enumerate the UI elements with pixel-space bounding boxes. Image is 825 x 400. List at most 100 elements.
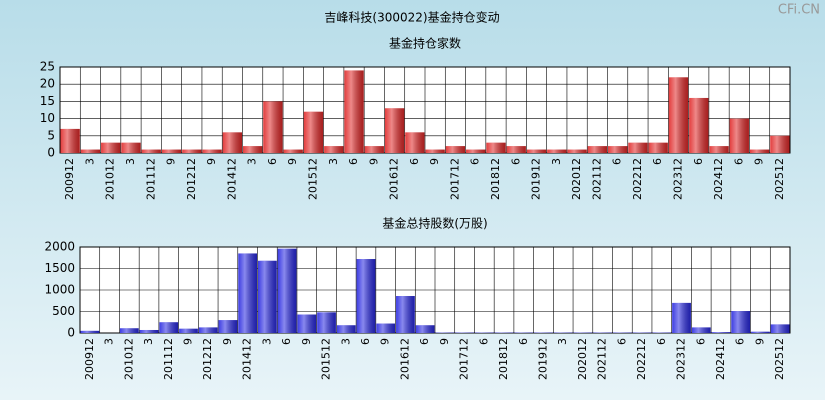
x-tick-label: 9: [286, 158, 299, 165]
x-tick-label: 6: [477, 338, 490, 345]
chart-title: 基金总持股数(万股): [382, 216, 487, 231]
bar-shade: [608, 146, 628, 153]
bar-shade: [238, 253, 257, 333]
bar-shade: [198, 327, 218, 333]
x-tick-label: 201912: [536, 338, 549, 380]
x-tick-label: 6: [418, 338, 431, 345]
bar-shade: [80, 330, 100, 333]
bar-shade: [396, 296, 415, 333]
x-tick-label: 202512: [773, 158, 786, 200]
x-tick-label: 6: [347, 158, 360, 165]
bar-shade: [202, 149, 222, 153]
y-tick-label: 2000: [44, 240, 75, 254]
bar-shade: [303, 111, 324, 153]
x-tick-label: 6: [509, 158, 522, 165]
x-tick-label: 201412: [241, 338, 254, 380]
bar-shade: [336, 325, 356, 333]
x-tick-label: 200912: [63, 158, 76, 200]
x-tick-label: 9: [205, 158, 218, 165]
x-tick-label: 6: [734, 338, 747, 345]
bar-shade: [729, 118, 749, 153]
x-tick-label: 6: [280, 338, 293, 345]
bar-shade: [258, 260, 277, 333]
page-title: 吉峰科技(300022)基金持仓变动: [324, 10, 499, 25]
bar-shade: [243, 146, 263, 153]
chart-title: 基金持仓家数: [389, 36, 461, 51]
x-tick-label: 202412: [714, 338, 727, 380]
bar-shade: [751, 331, 770, 333]
x-tick-label: 201212: [185, 158, 198, 200]
bar-shade: [567, 149, 587, 153]
x-tick-label: 6: [651, 158, 664, 165]
x-tick-label: 9: [428, 158, 441, 165]
bar-shade: [60, 128, 80, 153]
bar-shade: [101, 142, 121, 153]
bar-shade: [222, 132, 242, 153]
x-tick-label: 6: [732, 158, 745, 165]
x-tick-label: 9: [753, 338, 766, 345]
bar-shade: [689, 97, 709, 153]
bar-shade: [364, 146, 384, 153]
x-tick-label: 201612: [388, 158, 401, 200]
bar-shade: [356, 259, 376, 333]
x-tick-label: 9: [379, 338, 392, 345]
bar-shade: [376, 323, 396, 333]
bar-shade: [672, 302, 691, 333]
x-tick-label: 9: [367, 158, 380, 165]
x-tick-label: 3: [556, 338, 569, 345]
y-tick-label: 0: [67, 326, 75, 340]
x-tick-label: 3: [339, 338, 352, 345]
bar-shade: [324, 146, 344, 153]
bar-shade: [161, 149, 182, 153]
bar-shade: [317, 312, 336, 333]
y-tick-label: 0: [47, 146, 55, 160]
bar-shade: [159, 322, 179, 333]
y-tick-label: 500: [52, 304, 75, 318]
x-tick-label: 202512: [773, 338, 786, 380]
y-tick-label: 1000: [44, 283, 75, 297]
x-tick-label: 3: [327, 158, 340, 165]
x-tick-label: 201512: [306, 158, 319, 200]
bar-shade: [770, 324, 790, 333]
bar-shade: [749, 149, 770, 153]
x-tick-label: 202112: [596, 338, 609, 380]
x-tick-label: 201012: [104, 158, 117, 200]
bar-shade: [405, 132, 425, 153]
x-tick-label: 3: [142, 338, 155, 345]
x-tick-label: 201812: [489, 158, 502, 200]
x-tick-label: 6: [469, 158, 482, 165]
bar-shade: [344, 70, 364, 153]
bar-shade: [182, 149, 202, 153]
bar-shade: [466, 149, 486, 153]
x-tick-label: 9: [165, 158, 178, 165]
x-tick-label: 6: [408, 158, 421, 165]
x-tick-label: 3: [246, 158, 259, 165]
x-tick-label: 6: [694, 338, 707, 345]
y-tick-label: 1500: [44, 261, 75, 275]
bar-shade: [691, 327, 711, 333]
x-tick-label: 6: [517, 338, 530, 345]
x-tick-label: 6: [266, 158, 279, 165]
bar-shade: [770, 135, 790, 153]
bar-shade: [218, 320, 238, 333]
y-tick-label: 20: [40, 77, 55, 91]
bar-shade: [139, 329, 159, 333]
bar-shade: [80, 149, 101, 153]
bar-shade: [709, 146, 729, 153]
bar-shade: [731, 311, 751, 333]
x-tick-label: 6: [359, 338, 372, 345]
x-tick-label: 3: [124, 158, 137, 165]
bar-shade: [486, 142, 506, 153]
watermark: CFi.CN: [778, 3, 820, 18]
x-tick-label: 6: [611, 158, 624, 165]
x-tick-label: 6: [655, 338, 668, 345]
x-tick-label: 9: [221, 338, 234, 345]
x-tick-label: 201012: [122, 338, 135, 380]
bar-shade: [297, 314, 317, 333]
bar-shade: [121, 142, 141, 153]
x-tick-label: 201712: [458, 338, 471, 380]
bar-shade: [283, 149, 303, 153]
y-tick-label: 25: [40, 60, 55, 74]
